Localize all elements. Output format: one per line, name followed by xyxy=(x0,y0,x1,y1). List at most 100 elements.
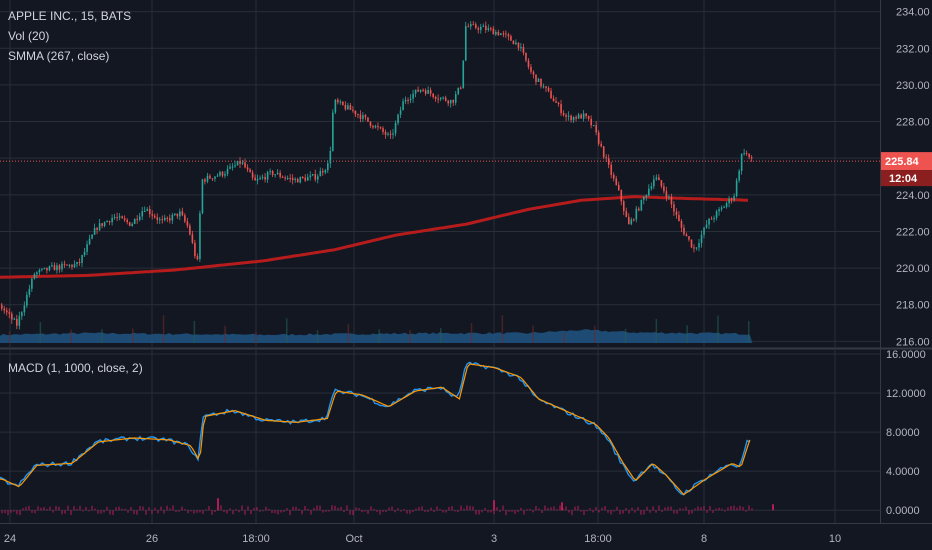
candle-up xyxy=(725,203,728,207)
candle-down xyxy=(16,318,18,326)
candle-up xyxy=(439,97,442,100)
candle-up xyxy=(399,110,402,115)
candle-up xyxy=(319,171,322,177)
candle-up xyxy=(76,262,78,265)
candle-down xyxy=(432,93,434,97)
candle-up xyxy=(397,114,399,124)
candle-up xyxy=(226,168,229,174)
candle-up xyxy=(728,198,730,204)
candle-up xyxy=(392,133,394,135)
candle-down xyxy=(525,52,527,61)
candle-up xyxy=(171,214,174,221)
candle-down xyxy=(497,31,500,36)
candle-down xyxy=(447,100,450,104)
macd-y-tick-label: 0.0000 xyxy=(886,505,920,517)
candle-down xyxy=(204,179,206,182)
candle-down xyxy=(658,177,660,181)
candle-up xyxy=(51,265,53,267)
candle-up xyxy=(21,312,23,317)
candle-down xyxy=(342,101,344,105)
candle-up xyxy=(88,238,91,245)
volume-spike xyxy=(440,328,442,343)
candle-up xyxy=(31,278,33,289)
candle-up xyxy=(640,199,643,211)
candle-up xyxy=(718,209,720,212)
candle-down xyxy=(211,178,214,180)
price-badge-text: 225.84 xyxy=(885,156,920,168)
candle-up xyxy=(487,28,490,30)
candle-up xyxy=(645,195,648,198)
candle-up xyxy=(648,188,650,196)
candle-up xyxy=(73,264,76,267)
candle-down xyxy=(422,89,424,91)
candle-down xyxy=(126,219,128,223)
candle-down xyxy=(633,219,635,221)
candle-up xyxy=(495,31,497,35)
candle-up xyxy=(201,179,204,214)
symbol-title[interactable]: APPLE INC., 15, BATS xyxy=(8,9,132,23)
candle-up xyxy=(582,113,585,119)
smma-path xyxy=(0,195,749,279)
volume-spike xyxy=(563,332,565,343)
candle-down xyxy=(196,256,199,260)
candle-up xyxy=(347,105,349,110)
candle-up xyxy=(118,216,121,218)
candle-down xyxy=(176,213,179,217)
candle-down xyxy=(665,191,668,198)
candle-down xyxy=(221,171,224,176)
volume-label[interactable]: Vol (20) xyxy=(8,29,50,43)
volume-spike xyxy=(347,323,350,343)
candle-up xyxy=(668,196,670,198)
y-tick-label: 232.00 xyxy=(896,43,930,55)
candle-up xyxy=(28,288,31,295)
candle-down xyxy=(186,221,189,226)
legend-macd: MACD (1, 1000, close, 2) xyxy=(8,358,143,378)
candle-down xyxy=(359,114,362,119)
candle-down xyxy=(116,217,118,219)
volume-spike xyxy=(224,325,226,343)
candle-up xyxy=(199,213,201,260)
candle-down xyxy=(153,215,156,218)
candle-up xyxy=(266,172,269,180)
candle-up xyxy=(309,175,312,178)
candle-up xyxy=(480,26,482,30)
candle-down xyxy=(369,121,372,126)
candle-up xyxy=(229,166,231,169)
candle-down xyxy=(557,102,560,105)
candle-down xyxy=(663,186,665,192)
price-badge-bg xyxy=(881,152,932,171)
candle-up xyxy=(339,101,342,103)
candle-up xyxy=(133,218,136,224)
volume-spike xyxy=(286,318,288,343)
candle-down xyxy=(11,313,13,320)
y-tick-label: 224.00 xyxy=(896,190,930,202)
volume-spike xyxy=(316,330,319,343)
macd-y-tick-label: 8.0000 xyxy=(886,427,920,439)
price-candles[interactable] xyxy=(1,21,753,330)
candle-down xyxy=(532,71,535,75)
candle-up xyxy=(231,166,234,168)
volume-spike xyxy=(378,329,380,343)
candle-down xyxy=(575,116,577,119)
candle-down xyxy=(622,201,625,212)
macd-label[interactable]: MACD (1, 1000, close, 2) xyxy=(8,361,143,375)
smma-label[interactable]: SMMA (267, close) xyxy=(8,49,110,63)
candle-up xyxy=(93,228,96,235)
x-tick-label: 8 xyxy=(701,533,707,545)
candle-up xyxy=(234,165,236,167)
candle-down xyxy=(78,262,81,264)
candle-up xyxy=(419,89,422,92)
candle-up xyxy=(592,125,595,127)
candle-up xyxy=(723,206,725,208)
x-tick-label: 10 xyxy=(829,533,841,545)
candle-up xyxy=(630,219,633,225)
candle-down xyxy=(477,28,480,30)
candle-up xyxy=(695,247,698,249)
candle-up xyxy=(520,47,522,49)
candle-down xyxy=(683,227,685,235)
candle-down xyxy=(562,113,565,115)
macd-y-tick-label: 16.0000 xyxy=(886,349,926,361)
candle-down xyxy=(194,242,196,257)
candle-down xyxy=(490,28,492,30)
